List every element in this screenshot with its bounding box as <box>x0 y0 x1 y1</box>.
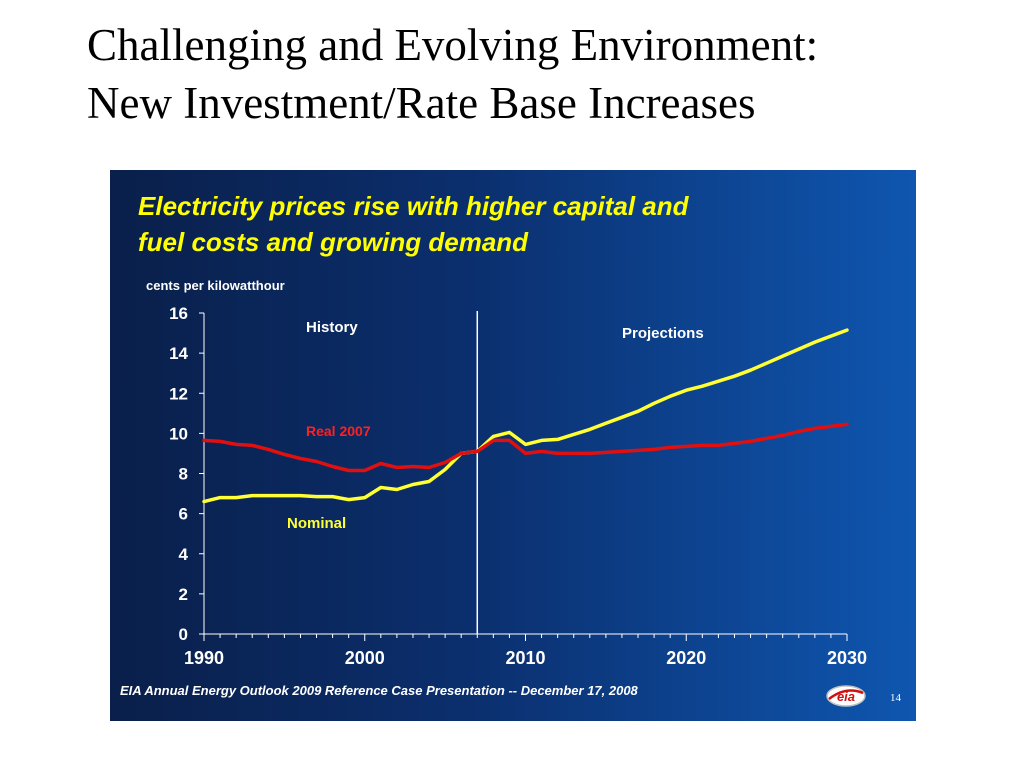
x-tick-label: 2010 <box>505 648 545 668</box>
x-tick-label: 2030 <box>827 648 867 668</box>
eia-logo-text: eia <box>837 689 855 704</box>
history-annotation: History <box>306 319 358 336</box>
y-tick-label: 4 <box>179 545 189 564</box>
y-tick-label: 2 <box>179 585 188 604</box>
nominal-series-label: Nominal <box>287 515 346 532</box>
y-tick-label: 8 <box>179 465 188 484</box>
y-tick-label: 0 <box>179 625 188 644</box>
real-2007-price-series-line <box>202 422 849 473</box>
slide-title: Challenging and Evolving Environment: Ne… <box>87 16 818 132</box>
y-tick-label: 14 <box>169 344 188 363</box>
source-footer: EIA Annual Energy Outlook 2009 Reference… <box>120 683 638 698</box>
y-tick-label: 6 <box>179 505 188 524</box>
x-tick-label: 2020 <box>666 648 706 668</box>
real-2007-series-label: Real 2007 <box>306 423 371 439</box>
slide-title-line-1: Challenging and Evolving Environment: <box>87 20 819 70</box>
page-number: 14 <box>890 692 901 704</box>
price-line-chart: 0 2 4 6 8 10 12 14 16 1990 2000 2010 2020 2030 History… <box>169 304 867 668</box>
eia-logo: eia <box>826 685 866 707</box>
y-tick-label: 12 <box>169 384 188 403</box>
projections-annotation: Projections <box>622 325 704 342</box>
slide-title-line-2: New Investment/Rate Base Increases <box>87 78 756 128</box>
chart-headline: Electricity prices rise with higher capi… <box>138 188 689 260</box>
chart-headline-line-1: Electricity prices rise with higher capi… <box>138 191 689 221</box>
y-axis-unit-label: cents per kilowatthour <box>146 278 285 293</box>
y-tick-label: 10 <box>169 424 188 443</box>
chart-headline-line-2: fuel costs and growing demand <box>138 227 529 257</box>
chart-panel: Electricity prices rise with higher capi… <box>110 170 916 721</box>
x-tick-label: 2000 <box>345 648 385 668</box>
x-tick-label: 1990 <box>184 648 224 668</box>
y-tick-label: 16 <box>169 304 188 323</box>
nominal-price-series-line <box>202 328 849 504</box>
